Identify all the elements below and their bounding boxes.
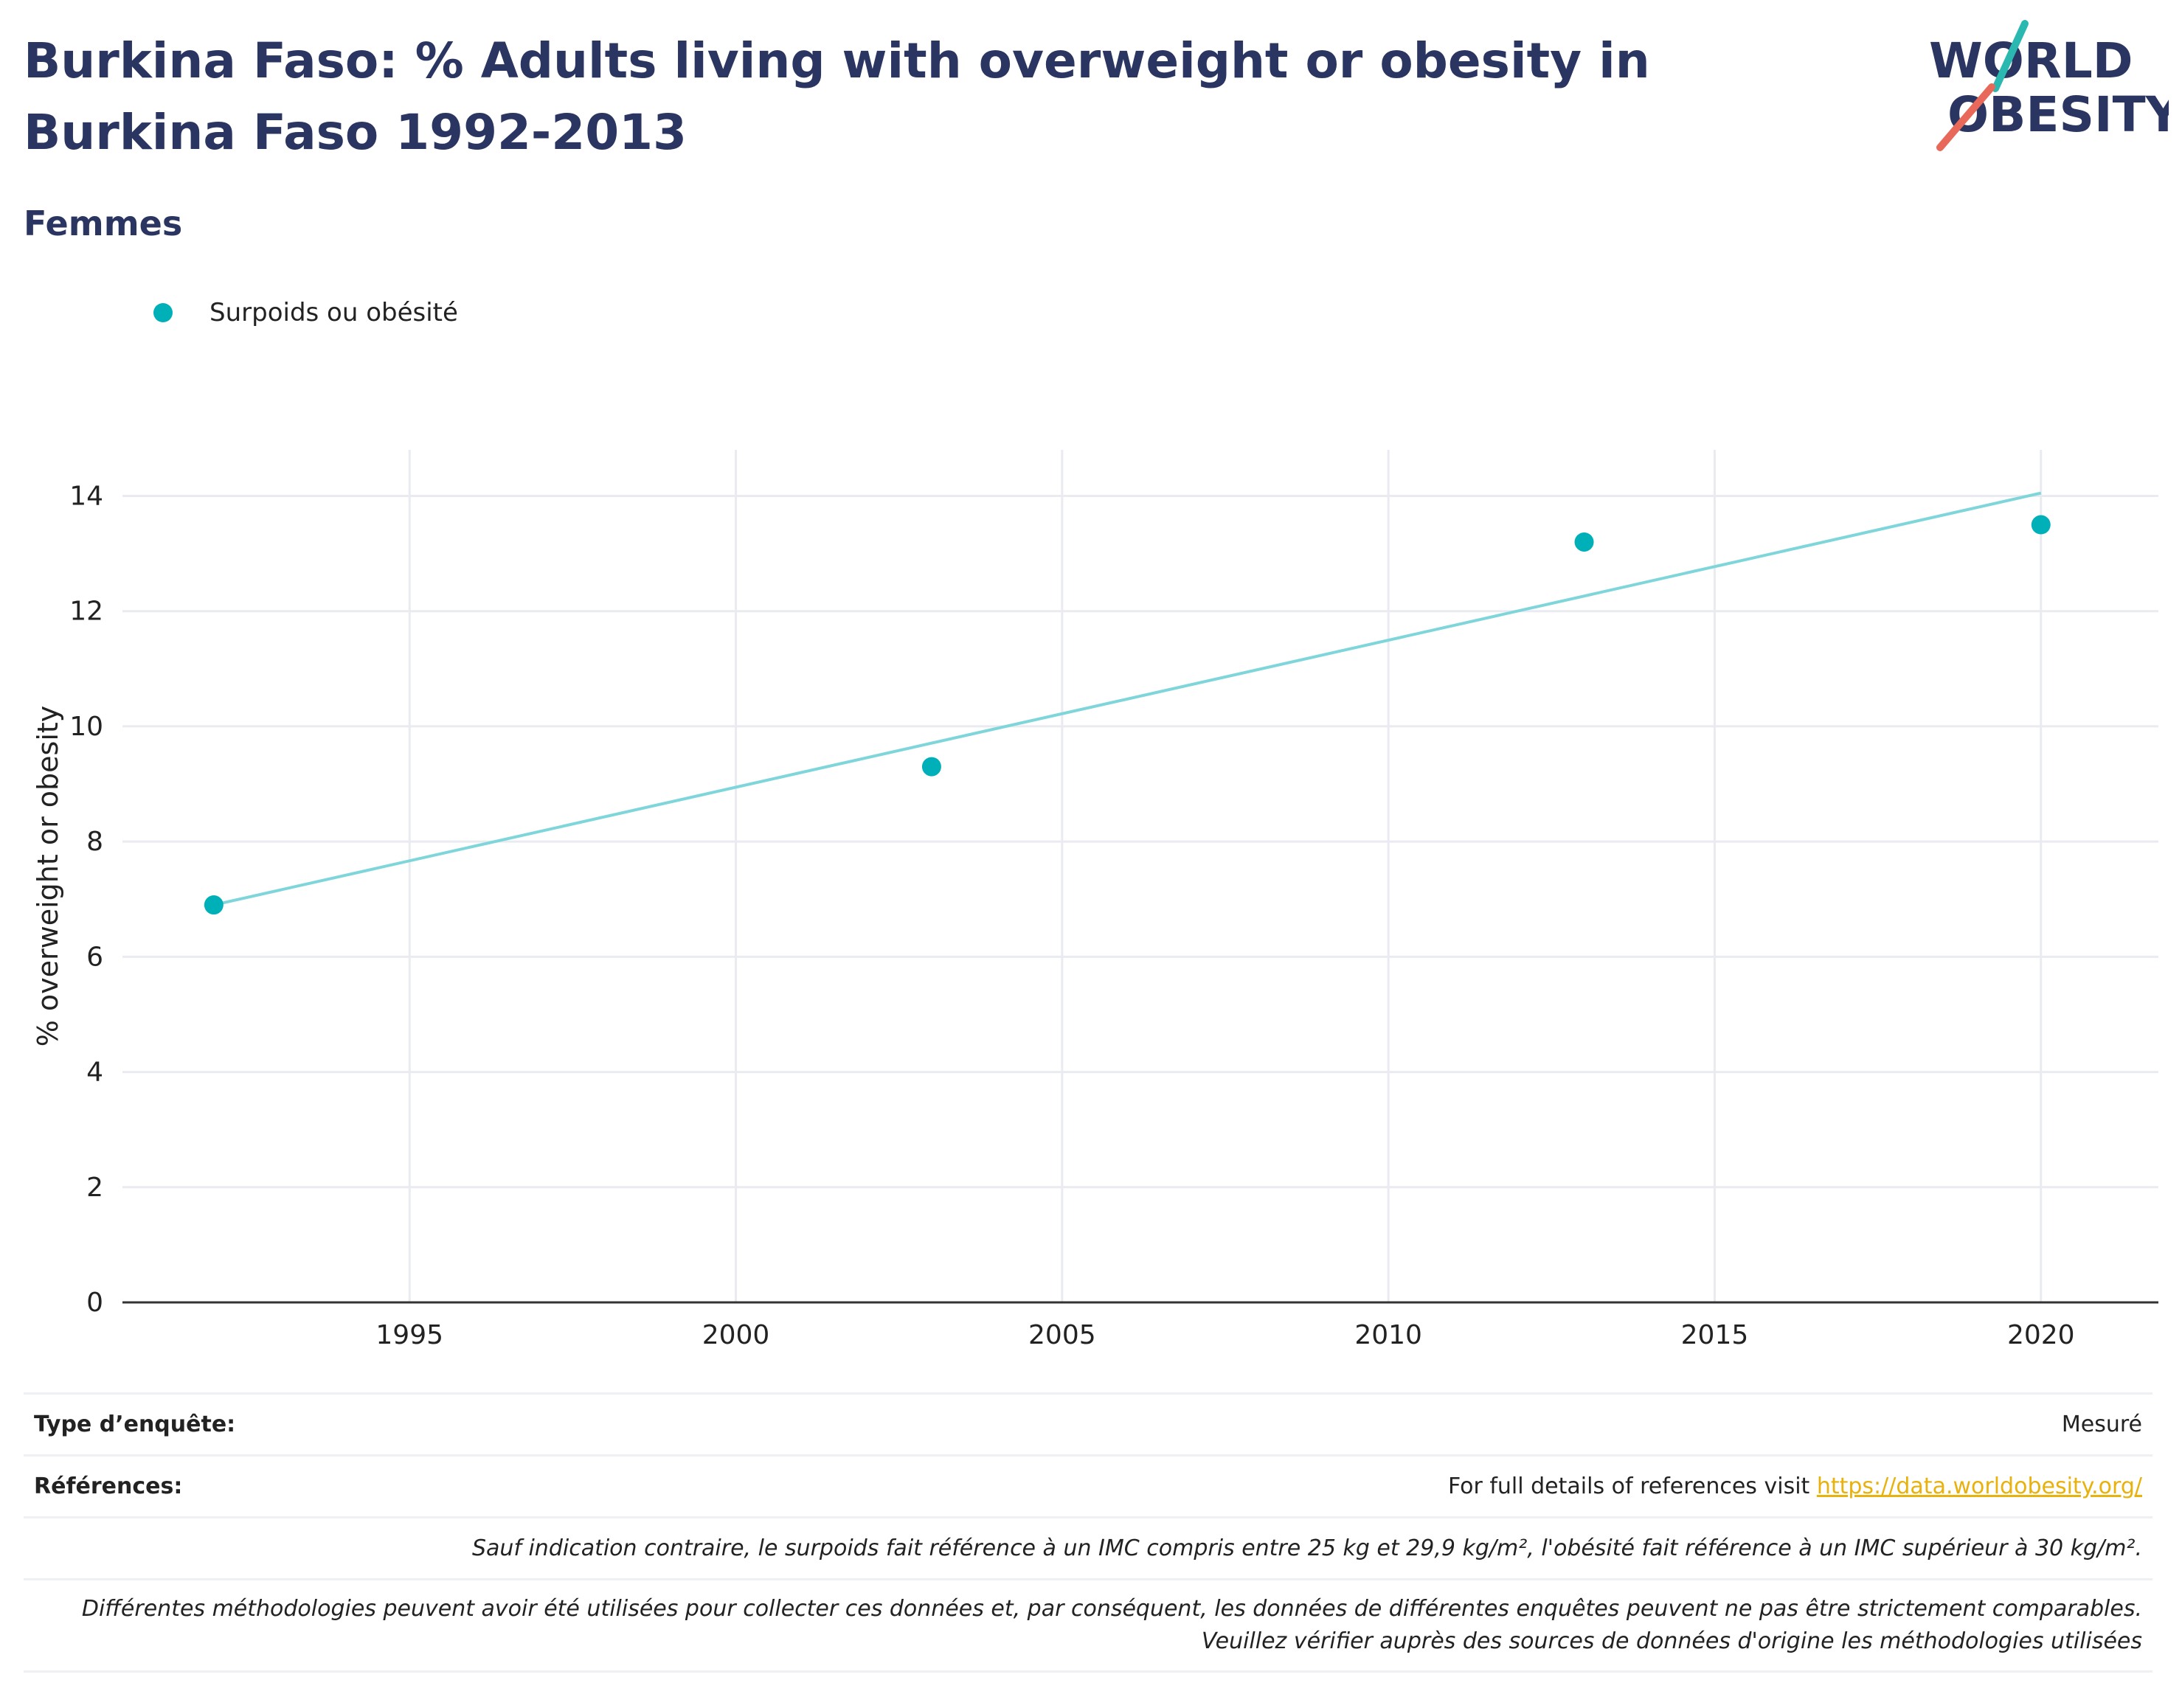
x-tick-label: 1995	[375, 1320, 443, 1350]
x-tick-label: 2005	[1028, 1320, 1096, 1350]
data-point	[204, 895, 224, 915]
legend-label: Surpoids ou obésité	[209, 298, 458, 327]
references-value: For full details of references visit htt…	[1448, 1473, 2142, 1499]
chart-title: Burkina Faso: % Adults living with overw…	[24, 32, 1650, 162]
methodology-note-row: Différentes méthodologies peuvent avoir …	[24, 1578, 2152, 1673]
survey-type-label: Type d’enquête:	[34, 1412, 236, 1437]
bmi-note-row: Sauf indication contraire, le surpoids f…	[24, 1516, 2152, 1578]
references-row: Références: For full details of referenc…	[24, 1454, 2152, 1516]
survey-type-row: Type d’enquête: Mesuré	[24, 1392, 2152, 1454]
x-tick-label: 2010	[1354, 1320, 1422, 1350]
scatter-chart: 0 2 4 6 8 10 12 14 1995 2000 2005 2010 2015 2020 % ove…	[32, 450, 2158, 1350]
trend-line	[213, 491, 2042, 907]
legend: Surpoids ou obésité	[153, 298, 458, 327]
x-tick-label: 2020	[2007, 1320, 2075, 1350]
references-link[interactable]: https://data.worldobesity.org/	[1816, 1473, 2142, 1499]
data-point	[1574, 532, 1594, 552]
bmi-note: Sauf indication contraire, le surpoids f…	[471, 1535, 2142, 1561]
data-point	[2031, 515, 2051, 535]
y-tick-label: 12	[69, 597, 103, 627]
x-tick-label: 2000	[702, 1320, 770, 1350]
y-tick-label: 10	[69, 712, 103, 742]
svg-text:WORLD: WORLD	[1929, 32, 2133, 89]
legend-marker	[153, 303, 173, 322]
survey-type-value: Mesuré	[2061, 1412, 2142, 1437]
data-point	[921, 757, 941, 777]
methodology-note: Différentes méthodologies peuvent avoir …	[81, 1596, 2142, 1654]
y-tick-label: 6	[86, 942, 103, 972]
references-text: For full details of references visit	[1447, 1473, 1817, 1499]
world-obesity-logo: WORLD OBESITY	[1929, 20, 2169, 151]
y-tick-label: 8	[86, 827, 103, 857]
x-tick-label: 2015	[1681, 1320, 1749, 1350]
y-tick-label: 0	[86, 1288, 103, 1318]
chart-subtitle: Femmes	[24, 204, 183, 243]
references-label: Références:	[34, 1473, 183, 1499]
y-tick-label: 4	[86, 1058, 103, 1088]
y-tick-label: 2	[86, 1173, 103, 1203]
footer-table: Type d’enquête: Mesuré Références: For f…	[24, 1392, 2152, 1673]
y-tick-label: 14	[69, 481, 103, 511]
y-axis-label: % overweight or obesity	[32, 706, 64, 1047]
